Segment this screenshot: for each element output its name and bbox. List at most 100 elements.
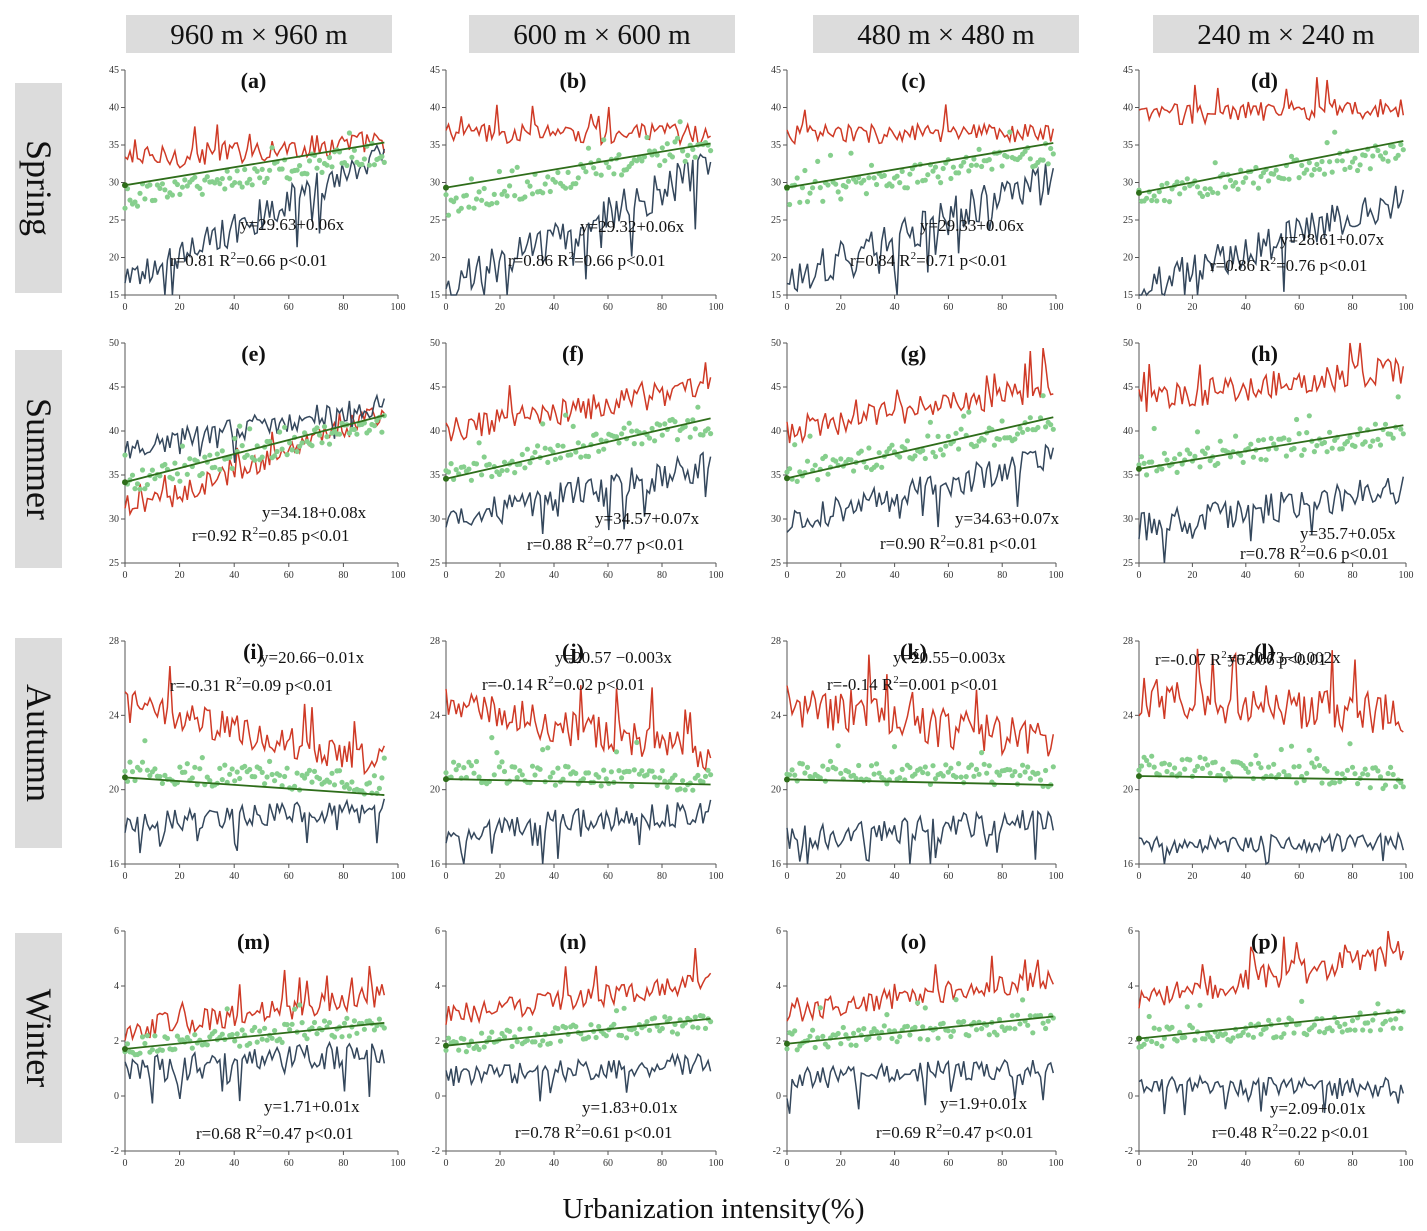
y-tick-label: 0 (435, 1091, 440, 1102)
mean-point (1192, 453, 1198, 459)
mean-point (197, 185, 203, 191)
mean-point (1372, 421, 1378, 427)
mean-point (499, 759, 505, 765)
mean-point (603, 776, 609, 782)
x-tick-label: 100 (391, 1158, 406, 1169)
mean-point (1202, 451, 1208, 457)
mean-point (1025, 1022, 1031, 1028)
mean-point (1339, 1029, 1345, 1035)
x-tick-label: 60 (943, 570, 953, 581)
fit-line (445, 1017, 711, 1047)
mean-point (1281, 435, 1287, 441)
mean-point (1260, 437, 1267, 443)
fit-line (124, 414, 385, 484)
mean-point (142, 738, 148, 744)
mean-point (540, 1038, 546, 1044)
mean-point (471, 770, 477, 776)
mean-point (700, 432, 706, 438)
mean-point (1007, 129, 1013, 135)
mean-point (137, 486, 143, 492)
mean-point (1004, 154, 1010, 160)
mean-point (845, 178, 852, 184)
mean-point (214, 451, 220, 457)
mean-point (565, 764, 571, 770)
mean-point (1355, 781, 1361, 787)
mean-point (547, 1040, 553, 1046)
mean-point (267, 758, 273, 765)
mean-point (1349, 1018, 1356, 1024)
mean-point (1227, 454, 1234, 460)
mean-point (922, 177, 928, 183)
x-tick-label: 0 (123, 302, 128, 313)
mean-point (979, 1026, 985, 1032)
fit-start-point (122, 1045, 128, 1052)
mean-point (1050, 426, 1056, 432)
mean-point (489, 473, 495, 480)
x-tick-label: 60 (603, 1158, 613, 1169)
x-tick-label: 0 (444, 302, 449, 313)
mean-point (1248, 441, 1254, 447)
mean-point (940, 773, 946, 779)
mean-point (940, 1020, 946, 1026)
x-tick-label: 80 (657, 570, 667, 581)
y-tick-label: 0 (1128, 1091, 1133, 1102)
mean-point (1357, 162, 1363, 168)
mean-point (702, 1025, 709, 1031)
mean-point (1271, 171, 1277, 177)
mean-point (1276, 772, 1282, 778)
x-tick-label: 60 (1294, 871, 1304, 882)
mean-point (1194, 429, 1201, 435)
x-tick-label: 20 (495, 1158, 505, 1169)
mean-point (351, 147, 357, 153)
y-tick-label: 28 (771, 636, 781, 647)
x-tick-label: 60 (1294, 302, 1304, 313)
mean-point (331, 1034, 338, 1040)
x-tick-label: 40 (549, 570, 559, 581)
mean-point (948, 765, 954, 771)
mean-point (669, 1029, 676, 1035)
mean-point (443, 770, 449, 776)
y-tick-label: 35 (1123, 140, 1133, 151)
mean-point (1146, 1013, 1152, 1020)
mean-point (863, 191, 870, 197)
mean-point (950, 1028, 957, 1034)
mean-point (1141, 1041, 1147, 1047)
x-tick-label: 80 (997, 570, 1007, 581)
mean-point (476, 440, 482, 446)
mean-point (1309, 760, 1315, 766)
equation-label: y=34.18+0.08x (262, 503, 367, 522)
mean-point (1382, 782, 1389, 788)
mean-point (787, 201, 793, 208)
mean-point (274, 448, 280, 455)
mean-point (897, 180, 903, 186)
mean-point (938, 180, 944, 186)
y-tick-label: 28 (1123, 636, 1133, 647)
mean-point (1169, 1024, 1175, 1030)
mean-point (897, 454, 903, 460)
mean-point (137, 1050, 143, 1056)
mean-point (1159, 182, 1165, 188)
mean-point (912, 453, 918, 459)
x-tick-label: 60 (603, 570, 613, 581)
panel-b: 0 20 40 60 80 100 15 20 25 30 35 40 45 (b) y=29.32+0.0… (430, 65, 724, 313)
mean-point (132, 777, 138, 784)
stats-label: r=0.69 R2=0.47 p<0.01 (876, 1122, 1034, 1142)
mean-point (279, 1039, 285, 1045)
mean-point (973, 766, 980, 773)
mean-point (1040, 1020, 1046, 1026)
mean-point (324, 162, 330, 168)
mean-point (672, 772, 678, 778)
mean-point (1327, 429, 1333, 435)
mean-point (825, 471, 831, 477)
mean-point (346, 430, 352, 436)
mean-point (1377, 442, 1384, 448)
mean-point (1271, 761, 1277, 767)
mean-point (552, 456, 559, 462)
mean-point (606, 164, 612, 170)
mean-point (199, 471, 205, 477)
mean-point (237, 775, 243, 782)
mean-point (486, 461, 492, 467)
mean-point (259, 1036, 265, 1042)
mean-point (174, 1033, 180, 1039)
mean-point (379, 153, 385, 160)
